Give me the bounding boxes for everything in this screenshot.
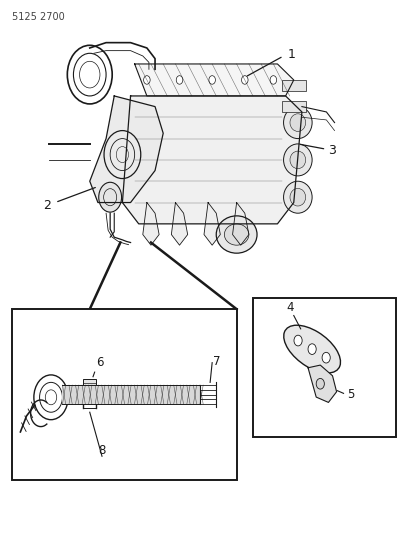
Ellipse shape xyxy=(284,181,312,213)
Circle shape xyxy=(209,76,215,84)
Circle shape xyxy=(294,335,302,346)
Ellipse shape xyxy=(224,224,249,245)
Circle shape xyxy=(99,182,122,212)
Polygon shape xyxy=(171,203,188,245)
Circle shape xyxy=(308,344,316,354)
Text: 4: 4 xyxy=(286,302,293,314)
Ellipse shape xyxy=(284,107,312,139)
Circle shape xyxy=(322,352,330,363)
Polygon shape xyxy=(122,96,302,224)
Ellipse shape xyxy=(290,114,306,132)
Text: 2: 2 xyxy=(43,199,51,212)
Ellipse shape xyxy=(284,325,341,373)
Text: 7: 7 xyxy=(213,354,220,368)
Ellipse shape xyxy=(284,144,312,176)
Ellipse shape xyxy=(290,188,306,206)
Bar xyxy=(282,101,306,112)
Text: 8: 8 xyxy=(98,445,106,457)
Bar xyxy=(62,385,200,404)
Text: 6: 6 xyxy=(96,356,103,369)
Polygon shape xyxy=(135,64,294,96)
Ellipse shape xyxy=(216,216,257,253)
Ellipse shape xyxy=(290,151,306,169)
Polygon shape xyxy=(233,203,249,245)
Polygon shape xyxy=(204,203,220,245)
Bar xyxy=(12,309,237,480)
Text: 1: 1 xyxy=(288,49,295,61)
Circle shape xyxy=(270,76,277,84)
Text: 3: 3 xyxy=(328,144,336,157)
Circle shape xyxy=(104,189,117,206)
Polygon shape xyxy=(143,203,159,245)
Bar xyxy=(83,379,96,387)
Polygon shape xyxy=(308,365,337,402)
Bar xyxy=(253,298,396,437)
Circle shape xyxy=(176,76,183,84)
Bar xyxy=(282,80,306,91)
Circle shape xyxy=(316,378,324,389)
Text: 5: 5 xyxy=(347,388,354,401)
Text: 5125 2700: 5125 2700 xyxy=(12,12,65,22)
Circle shape xyxy=(144,76,150,84)
Polygon shape xyxy=(90,96,163,203)
Circle shape xyxy=(242,76,248,84)
